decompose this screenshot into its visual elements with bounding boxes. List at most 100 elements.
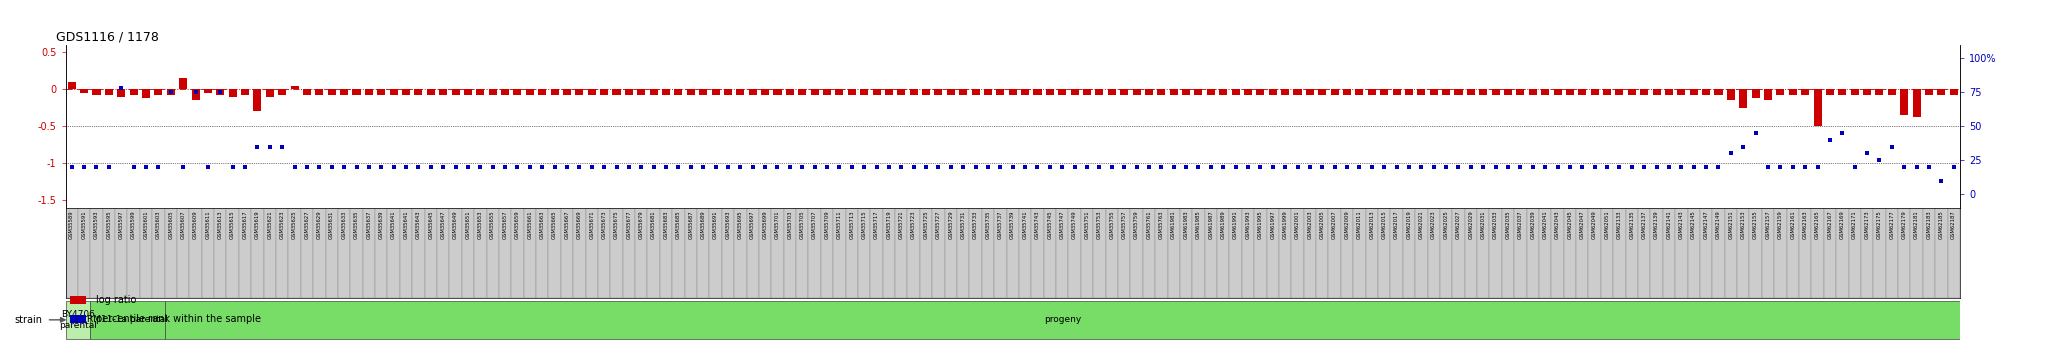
Bar [1010,89,1016,95]
Text: GSM35605: GSM35605 [168,210,174,239]
Bar [575,89,584,95]
Text: GSM62171: GSM62171 [1851,210,1858,239]
Text: GSM35687: GSM35687 [688,210,694,239]
Bar [176,208,188,298]
Text: GSM35743: GSM35743 [1034,210,1040,239]
Point [166,164,199,170]
Point [539,164,571,170]
Text: GSM62183: GSM62183 [1927,210,1931,239]
Point [1243,164,1276,170]
Bar [1057,208,1069,298]
Bar [1106,208,1118,298]
Bar [1006,208,1020,298]
Point [92,164,125,170]
Bar [1331,89,1339,95]
Text: GSM35609: GSM35609 [193,210,199,239]
Point [1331,164,1364,170]
Bar [436,208,449,298]
Point [637,164,670,170]
Point [612,164,645,170]
Point [1356,164,1389,170]
Bar [625,89,633,95]
Bar [1823,208,1837,298]
Bar [365,89,373,95]
Bar [551,89,559,95]
Point [698,164,731,170]
Text: GSM35759: GSM35759 [1135,210,1139,239]
Point [1937,164,1970,170]
Text: GSM35751: GSM35751 [1085,210,1090,239]
Bar [897,89,905,95]
Text: GSM35635: GSM35635 [354,210,358,239]
Bar [205,89,211,93]
Point [229,164,262,170]
Text: GSM35693: GSM35693 [725,210,731,239]
Bar [350,208,362,298]
Text: GSM35677: GSM35677 [627,210,631,239]
Bar [1380,89,1389,95]
Bar [1798,208,1810,298]
Point [1827,130,1860,136]
Bar [1354,208,1366,298]
Bar [674,89,682,95]
Bar [1542,89,1548,95]
Point [1417,164,1450,170]
Bar [760,208,772,298]
Bar [549,208,561,298]
Text: GSM35615: GSM35615 [229,210,236,239]
Point [1653,164,1686,170]
Point [1393,164,1425,170]
Bar [279,89,287,95]
Bar [203,208,215,298]
Bar [438,89,446,95]
Bar [362,208,375,298]
Point [141,164,174,170]
Bar [1913,89,1921,117]
Point [649,164,682,170]
Bar [1192,208,1204,298]
Bar [659,208,672,298]
Bar [414,89,422,95]
Bar [240,208,252,298]
Text: GSM35601: GSM35601 [143,210,150,239]
Bar [537,208,549,298]
Bar [1901,89,1909,115]
Point [465,164,498,170]
Text: GSM35707: GSM35707 [813,210,817,239]
Bar [1307,89,1315,95]
Bar [1786,208,1798,298]
Bar [563,89,571,95]
Bar [1180,208,1192,298]
Bar [1071,89,1079,95]
Text: GSM62175: GSM62175 [1876,210,1882,239]
Point [352,164,385,170]
Text: GSM62179: GSM62179 [1903,210,1907,239]
Bar [836,89,844,95]
Bar [944,208,956,298]
Bar [1640,89,1649,95]
Text: GSM35719: GSM35719 [887,210,891,239]
Bar [958,89,967,95]
Bar [573,208,586,298]
Text: GSM35763: GSM35763 [1159,210,1163,239]
Point [823,164,856,170]
Point [860,164,893,170]
Bar [291,86,299,89]
Bar [1526,208,1538,298]
Text: GDS1116 / 1178: GDS1116 / 1178 [55,31,160,44]
Text: GSM62017: GSM62017 [1395,210,1399,239]
Text: GSM35749: GSM35749 [1073,210,1077,239]
Bar [647,208,659,298]
Point [1169,164,1202,170]
Bar [424,208,436,298]
Text: GSM62047: GSM62047 [1579,210,1585,239]
Text: GSM35611: GSM35611 [205,210,211,239]
Bar [1405,89,1413,95]
Bar [1864,89,1872,95]
Bar [389,89,397,95]
Bar [301,208,313,298]
Point [1751,164,1784,170]
Bar [1319,89,1327,95]
Bar [1278,208,1292,298]
Text: GSM35703: GSM35703 [786,210,793,239]
